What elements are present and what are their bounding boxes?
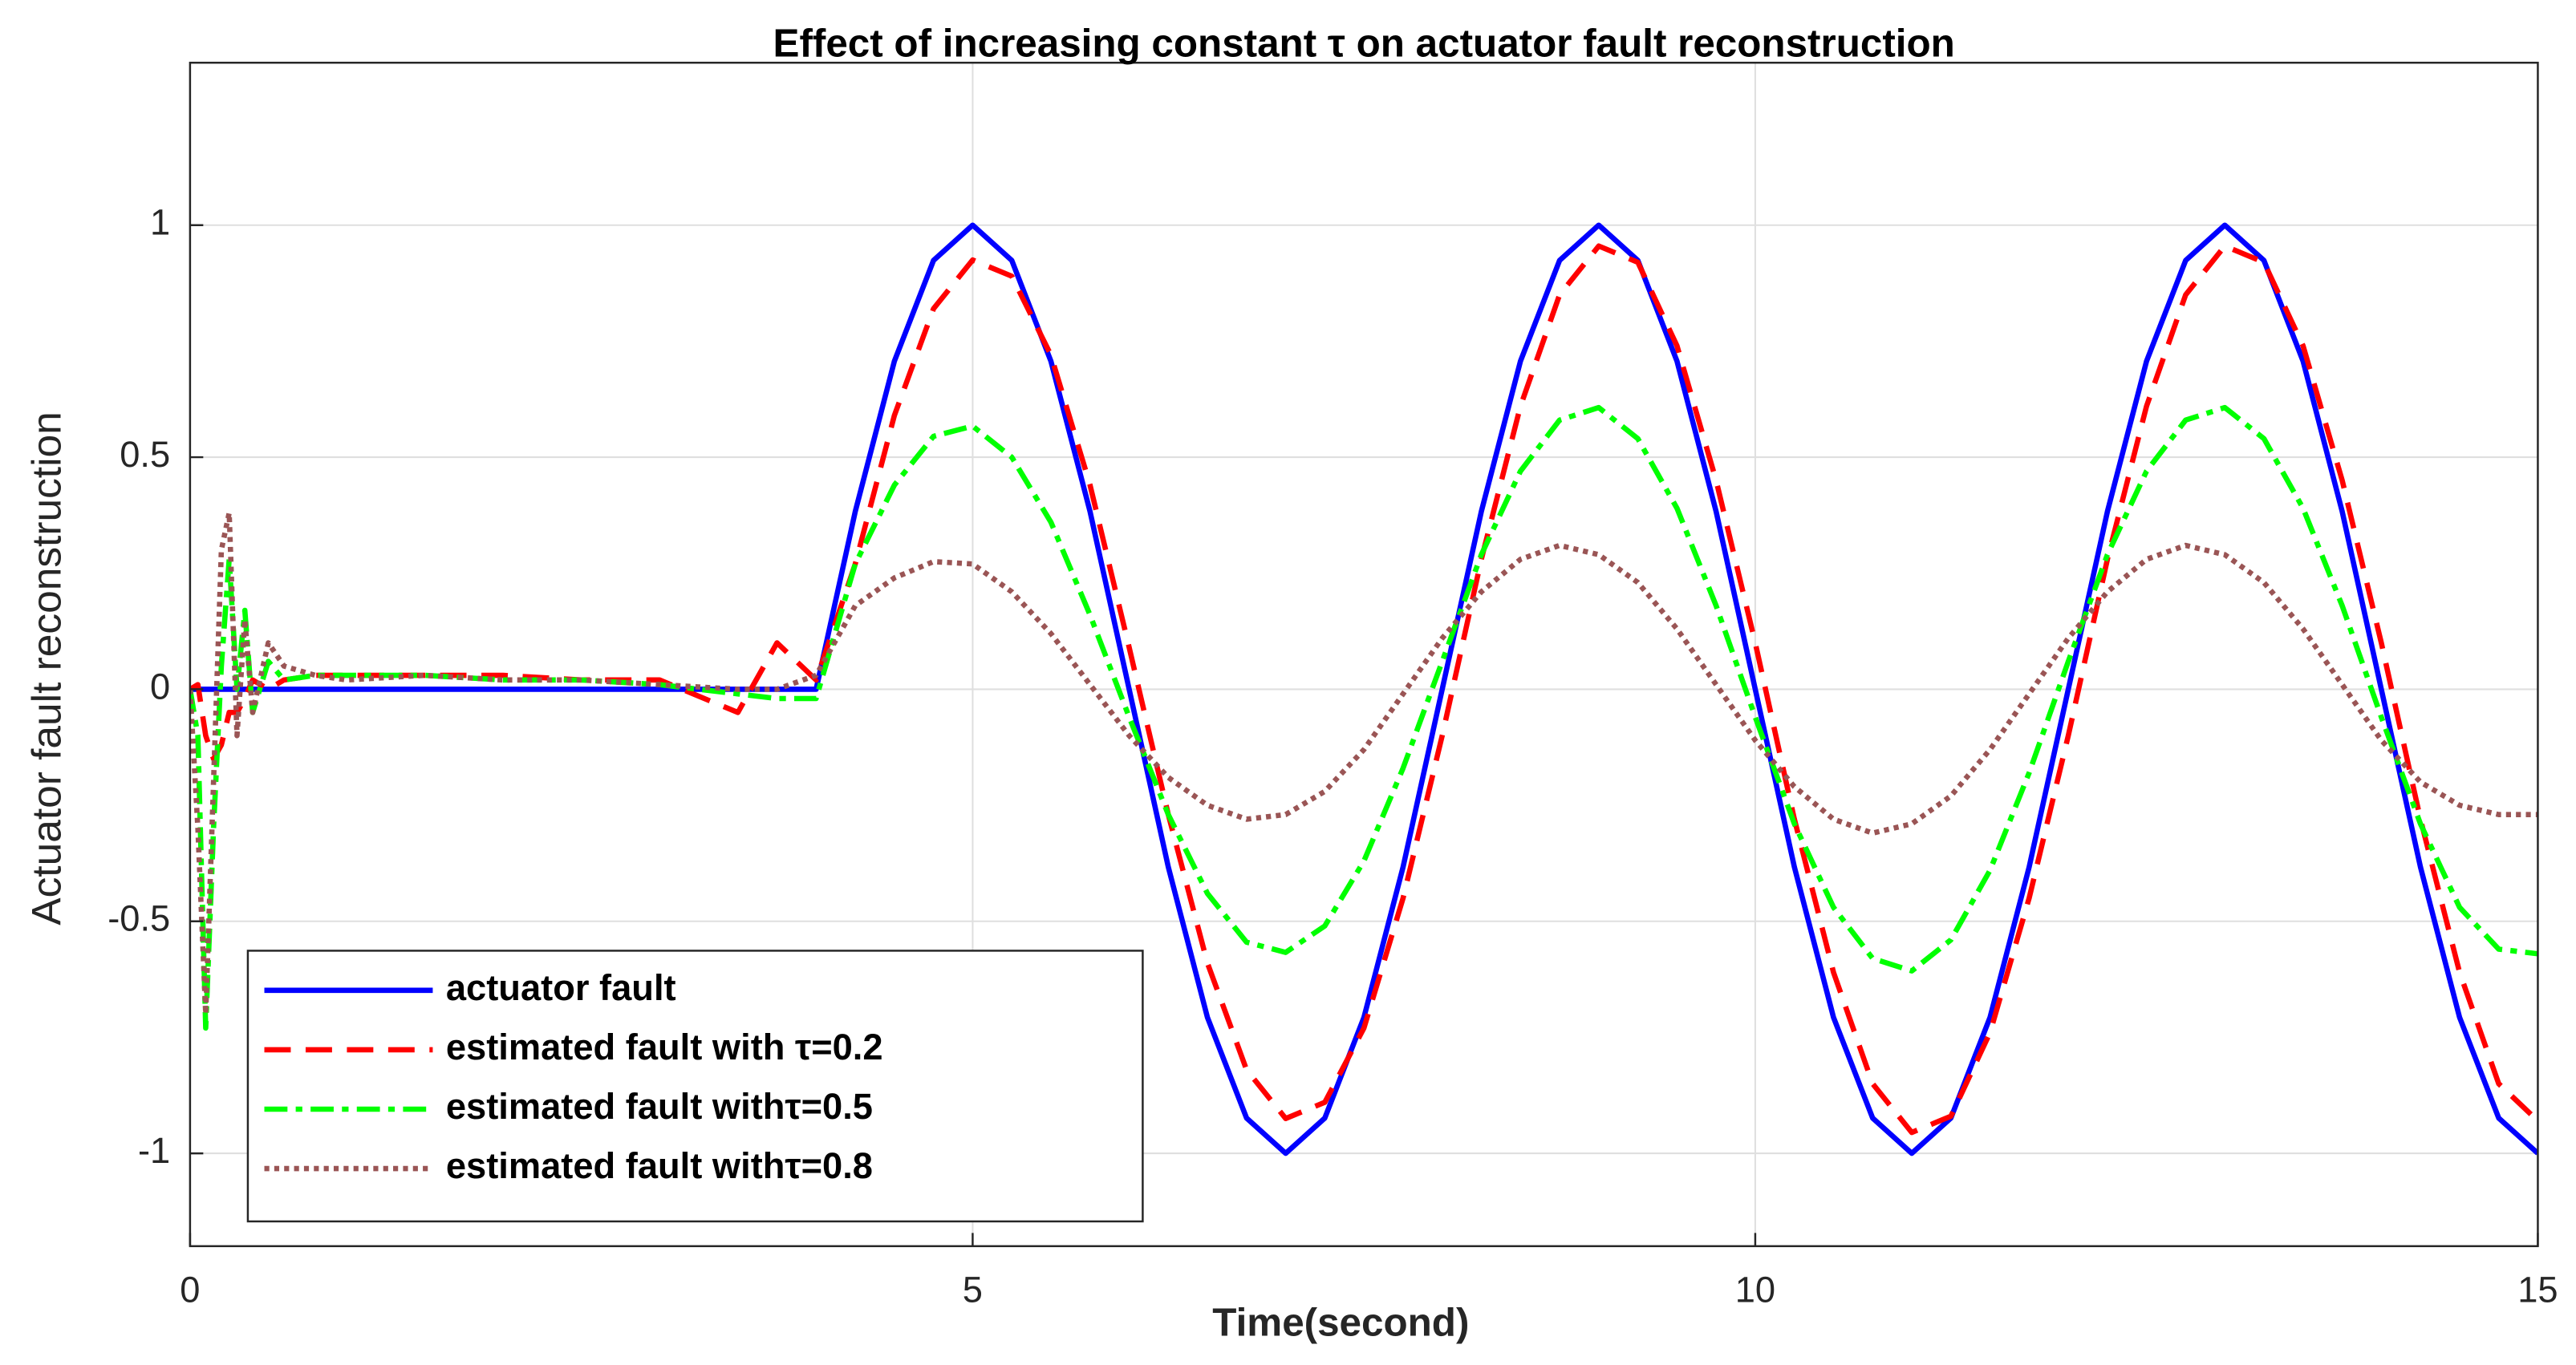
legend-label: estimated fault with τ=0.2 <box>446 1027 883 1067</box>
y-tick-label: -0.5 <box>108 898 170 939</box>
x-axis-label: Time(second) <box>1212 1301 1469 1345</box>
x-tick-label: 15 <box>2517 1269 2558 1310</box>
y-tick-label: 0.5 <box>120 434 170 475</box>
x-tick-label: 0 <box>180 1269 200 1310</box>
data-line <box>189 222 2538 1156</box>
chart-title: Effect of increasing constant τ on actua… <box>773 22 1955 66</box>
y-axis-label: Actuator fault reconstruction <box>23 411 70 925</box>
legend: actuator fault estimated fault with τ=0.2… <box>246 950 1144 1223</box>
x-tick-label: 10 <box>1735 1269 1775 1310</box>
legend-label: estimated fault withτ=0.8 <box>446 1145 873 1186</box>
ticks: 0 5 10 15 -1 -0.5 0 0.5 1 <box>108 202 2558 1310</box>
axes-box <box>189 61 2539 1248</box>
legend-label: actuator fault <box>446 967 676 1008</box>
y-tick-label: 1 <box>150 202 170 243</box>
plot-lines <box>189 222 2538 1156</box>
y-tick-label: -1 <box>138 1130 170 1171</box>
legend-box <box>246 950 1144 1223</box>
y-tick-label: 0 <box>150 666 170 707</box>
x-tick-label: 5 <box>963 1269 983 1310</box>
data-line <box>189 404 2538 1031</box>
legend-label: estimated fault withτ=0.5 <box>446 1086 873 1127</box>
data-line <box>189 510 2538 1017</box>
